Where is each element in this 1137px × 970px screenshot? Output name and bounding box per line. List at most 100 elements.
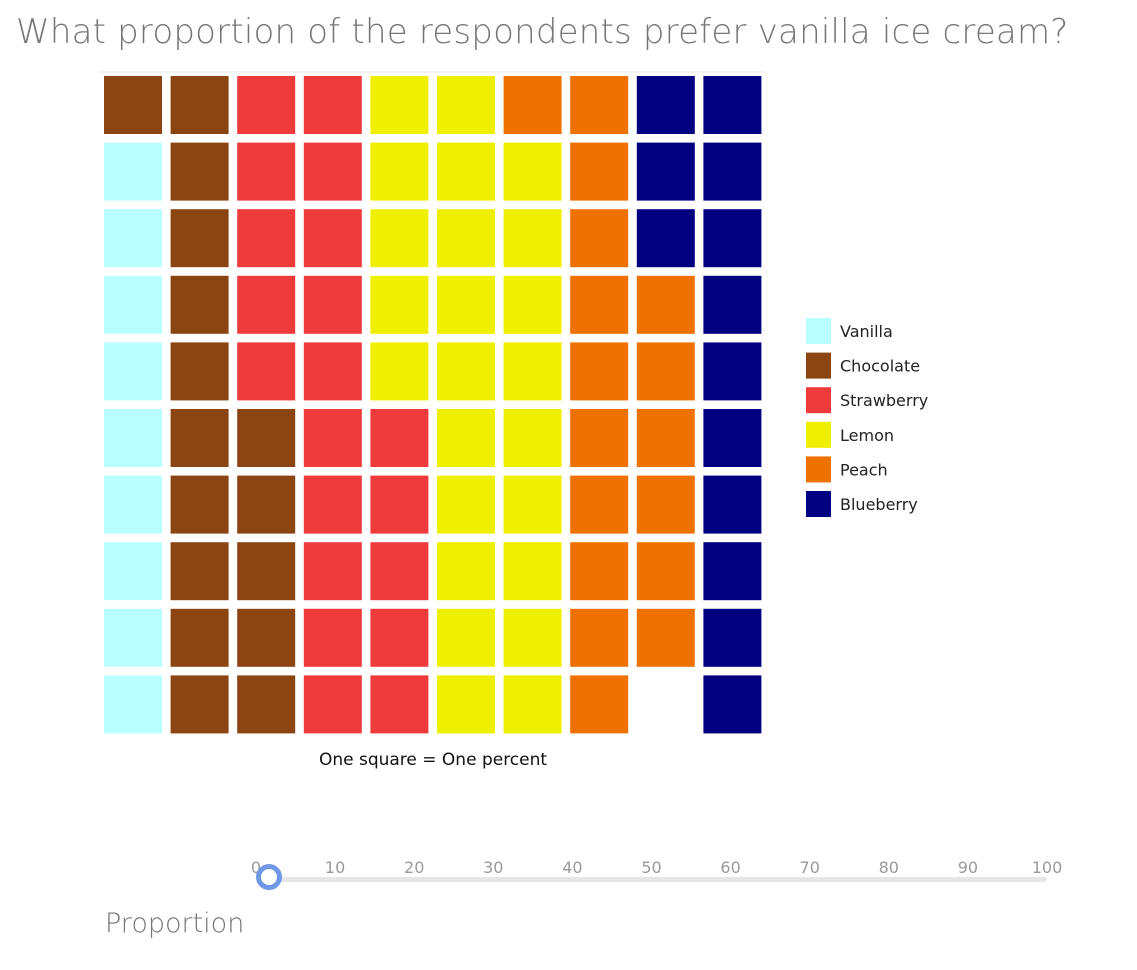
legend-swatch-chocolate <box>806 352 831 379</box>
waffle-square-vanilla <box>104 675 162 734</box>
waffle-square-peach <box>636 409 695 467</box>
waffle-square-chocolate <box>170 142 229 201</box>
legend-swatch-lemon <box>806 421 831 448</box>
waffle-square-blueberry <box>703 542 762 601</box>
waffle-square-blueberry <box>703 608 762 667</box>
legend-swatch-peach <box>806 456 831 483</box>
waffle-square-strawberry <box>237 209 296 268</box>
waffle-square-strawberry <box>303 475 362 534</box>
legend-swatch-vanilla <box>806 318 831 344</box>
chart-caption: One square = One percent <box>319 750 547 770</box>
slider-tick-label: 60 <box>720 858 741 877</box>
slider-thumb[interactable] <box>256 864 282 890</box>
slider-track[interactable] <box>256 877 1047 882</box>
waffle-square-strawberry <box>370 675 429 734</box>
slider-tick-label: 90 <box>957 858 979 877</box>
slider-tick-label: 40 <box>562 858 583 877</box>
waffle-chart: Vanilla Chocolate Strawberry Lemon Peach Blue… <box>100 71 928 770</box>
waffle-square-peach <box>636 342 695 401</box>
waffle-square-blueberry <box>703 209 762 268</box>
waffle-square-strawberry <box>303 675 362 734</box>
slider-tick-label: 100 <box>1031 858 1063 877</box>
waffle-square-peach <box>570 675 629 734</box>
waffle-square-chocolate <box>170 209 229 268</box>
waffle-square-lemon <box>503 209 562 268</box>
waffle-square-blueberry <box>703 275 762 334</box>
waffle-square-strawberry <box>303 142 362 201</box>
waffle-square-vanilla <box>104 475 162 534</box>
legend-label-blueberry: Blueberry <box>840 495 918 514</box>
waffle-square-chocolate <box>237 608 296 667</box>
waffle-square-lemon <box>437 142 495 201</box>
waffle-square-strawberry <box>303 542 362 601</box>
waffle-square-chocolate <box>170 76 229 134</box>
waffle-square-chocolate <box>170 608 229 667</box>
waffle-square-vanilla <box>104 608 162 667</box>
waffle-square-chocolate <box>237 675 296 734</box>
waffle-square-strawberry <box>303 209 362 268</box>
waffle-square-lemon <box>437 409 495 467</box>
waffle-cells <box>100 71 766 734</box>
waffle-square-vanilla <box>104 142 162 201</box>
waffle-square-peach <box>570 275 629 334</box>
waffle-square-strawberry <box>237 342 296 401</box>
legend-label-strawberry: Strawberry <box>840 391 928 410</box>
waffle-square-peach <box>570 209 629 268</box>
waffle-square-vanilla <box>104 275 162 334</box>
waffle-square-peach <box>503 76 562 134</box>
waffle-square-blueberry <box>703 142 762 201</box>
waffle-square-chocolate <box>170 675 229 734</box>
waffle-square-strawberry <box>303 76 362 134</box>
waffle-square-vanilla <box>104 342 162 401</box>
waffle-square-chocolate <box>170 542 229 601</box>
waffle-square-blueberry <box>703 409 762 467</box>
slider-tick-label: 70 <box>799 858 820 877</box>
waffle-square-lemon <box>503 275 562 334</box>
legend-label-vanilla: Vanilla <box>840 322 893 341</box>
waffle-square-lemon <box>370 209 429 268</box>
waffle-square-peach <box>570 142 629 201</box>
slider-tick-label: 80 <box>878 858 899 877</box>
waffle-square-strawberry <box>370 608 429 667</box>
legend-swatch-strawberry <box>806 387 831 414</box>
slider-tick-label: 30 <box>483 858 504 877</box>
legend-label-lemon: Lemon <box>840 426 894 445</box>
waffle-square-lemon <box>437 475 495 534</box>
legend-swatch-blueberry <box>806 491 831 517</box>
waffle-square-peach <box>570 475 629 534</box>
waffle-square-strawberry <box>237 275 296 334</box>
waffle-square-chocolate <box>170 342 229 401</box>
waffle-square-blueberry <box>636 209 695 268</box>
waffle-square-blueberry <box>703 76 762 134</box>
waffle-square-lemon <box>503 675 562 734</box>
waffle-square-chocolate <box>104 76 162 134</box>
waffle-square-chocolate <box>170 275 229 334</box>
waffle-square-chocolate <box>170 475 229 534</box>
waffle-square-lemon <box>503 142 562 201</box>
waffle-square-lemon <box>370 342 429 401</box>
waffle-square-peach <box>570 542 629 601</box>
waffle-square-lemon <box>437 275 495 334</box>
waffle-square-blueberry <box>636 142 695 201</box>
question-title: What proportion of the respondents prefe… <box>16 12 1069 52</box>
waffle-square-lemon <box>437 342 495 401</box>
slider-tick-label: 10 <box>324 858 346 877</box>
legend: Vanilla Chocolate Strawberry Lemon Peach Blue… <box>806 318 928 517</box>
waffle-square-lemon <box>437 209 495 268</box>
waffle-square-blueberry <box>703 475 762 534</box>
waffle-square-chocolate <box>237 409 296 467</box>
waffle-square-lemon <box>370 76 429 134</box>
waffle-square-strawberry <box>303 409 362 467</box>
slider-tick-label: 20 <box>404 858 425 877</box>
waffle-square-lemon <box>437 542 495 601</box>
waffle-square-strawberry <box>237 76 296 134</box>
waffle-square-lemon <box>503 409 562 467</box>
waffle-square-strawberry <box>303 275 362 334</box>
waffle-square-vanilla <box>104 409 162 467</box>
waffle-square-vanilla <box>104 542 162 601</box>
legend-label-chocolate: Chocolate <box>840 357 920 376</box>
waffle-square-strawberry <box>303 342 362 401</box>
waffle-square-peach <box>636 542 695 601</box>
waffle-square-chocolate <box>237 475 296 534</box>
waffle-square-lemon <box>370 142 429 201</box>
